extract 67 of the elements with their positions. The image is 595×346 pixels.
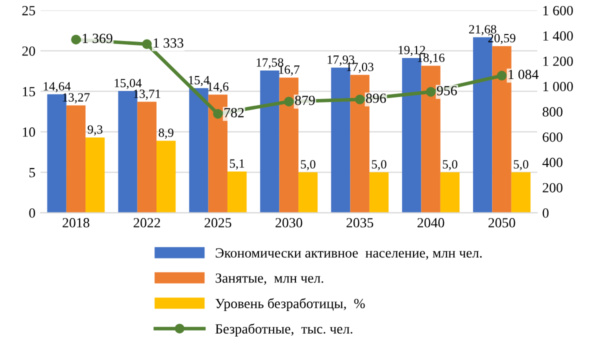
bar [227, 172, 247, 213]
y-tick-label: 15 [22, 86, 36, 96]
y2-tick-label: 1 400 [543, 31, 573, 41]
bar [492, 46, 512, 213]
y2-tick-label: 1 600 [543, 6, 573, 16]
point [71, 34, 81, 44]
y2-tick-label: 0 [542, 208, 549, 218]
data-label: 19,12 [398, 46, 426, 56]
y2-tick-label: 400 [542, 158, 562, 168]
data-label: 20,59 [488, 34, 516, 44]
data-label: 15,04 [114, 78, 142, 90]
bar [66, 105, 86, 213]
data-label: 1 369 [82, 34, 112, 44]
bar [86, 137, 105, 213]
data-label: 14,6 [208, 82, 228, 93]
bar [511, 172, 531, 213]
data-label: 5,0 [514, 160, 528, 170]
bar [156, 140, 176, 213]
x-tick-label: 2035 [346, 218, 374, 228]
data-label: 21,68 [469, 25, 496, 36]
point [354, 94, 365, 104]
data-label: 896 [366, 94, 386, 103]
x-tick-label: 2030 [276, 218, 302, 228]
data-label: 879 [295, 96, 315, 106]
bar [298, 172, 318, 213]
data-label: 14,64 [44, 82, 71, 92]
point [213, 109, 223, 119]
data-label: 5,0 [372, 160, 386, 170]
data-label: 956 [436, 86, 457, 96]
point [426, 86, 436, 97]
y2-tick-label: 1 000 [543, 82, 573, 92]
y2-tick-label: 800 [542, 107, 562, 117]
data-label: 1 084 [508, 70, 539, 80]
data-label: 15,4 [188, 76, 210, 86]
y2-tick-label: 600 [542, 132, 562, 142]
data-label: 18,16 [418, 54, 445, 64]
legend-label: Экономически активное население, млн чел. [216, 248, 482, 260]
bar [260, 70, 280, 213]
bar [189, 88, 208, 213]
y-tick-label: 10 [22, 127, 36, 137]
x-tick-label: 2050 [488, 218, 516, 228]
legend-label: Занятые, млн чел. [216, 273, 324, 285]
legend-label: Безработные, тыс. чел. [215, 324, 352, 336]
y-tick-label: 25 [22, 6, 36, 16]
data-label: 5,0 [300, 160, 316, 170]
y-tick-label: 0 [29, 208, 36, 218]
y-tick-label: 20 [22, 46, 36, 56]
legend-label: Уровень безработицы, % [215, 298, 365, 312]
y2-tick-label: 1 200 [543, 56, 573, 66]
y-tick-label: 5 [29, 168, 36, 178]
bar [137, 102, 157, 213]
y2-tick-label: 200 [542, 183, 562, 192]
point [142, 39, 152, 50]
data-label: 782 [224, 108, 244, 118]
point [496, 70, 507, 81]
data-label: 9,3 [88, 125, 102, 136]
x-tick-label: 2025 [204, 218, 232, 228]
point [284, 96, 294, 106]
x-tick-label: 2018 [62, 218, 90, 228]
data-label: 5,0 [442, 160, 458, 170]
data-label: 8,9 [158, 128, 174, 139]
bar [440, 172, 460, 213]
data-label: 1 333 [154, 38, 184, 48]
bar [369, 172, 389, 213]
data-label: 5,1 [230, 159, 244, 170]
x-tick-label: 2022 [134, 218, 160, 228]
x-tick-label: 2040 [418, 218, 444, 228]
